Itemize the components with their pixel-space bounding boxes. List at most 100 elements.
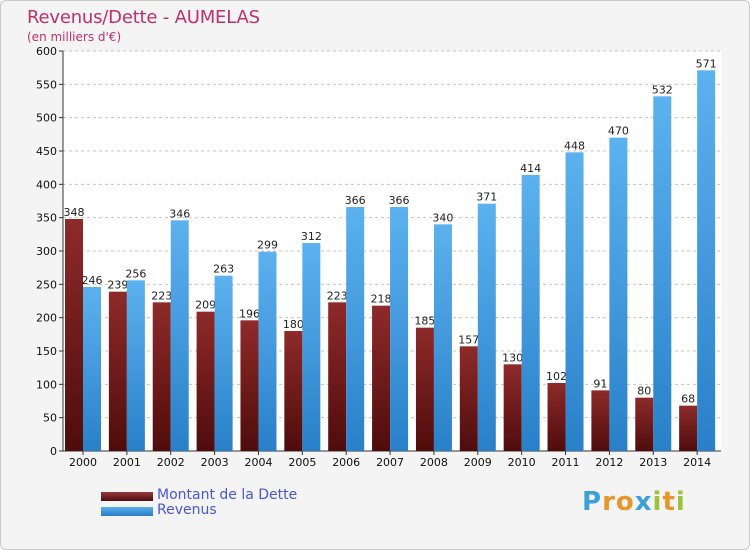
revenus-bar-value-label: 263 xyxy=(213,263,234,276)
legend-swatch-revenus xyxy=(101,507,153,516)
x-tick-label: 2014 xyxy=(683,456,711,469)
dette-bar xyxy=(65,219,83,451)
revenus-bar-value-label: 470 xyxy=(608,125,629,138)
revenus-bar-value-label: 571 xyxy=(696,57,717,70)
y-tick-label: 100 xyxy=(36,378,57,391)
dette-bar-value-label: 223 xyxy=(327,289,348,302)
dette-bar-value-label: 196 xyxy=(239,307,260,320)
revenus-bar xyxy=(83,287,101,451)
revenus-bar-value-label: 246 xyxy=(82,274,103,287)
logo-letter: o xyxy=(615,487,635,517)
dette-bar-value-label: 68 xyxy=(681,393,695,406)
dette-bar xyxy=(415,327,434,451)
revenus-bar xyxy=(170,220,189,451)
revenus-bar-value-label: 346 xyxy=(169,207,190,220)
dette-bar-value-label: 218 xyxy=(371,293,392,306)
x-tick-label: 2007 xyxy=(376,456,404,469)
x-tick-label: 2012 xyxy=(595,456,623,469)
dette-bar-value-label: 91 xyxy=(593,377,607,390)
logo-letter: t xyxy=(662,487,676,517)
revenus-bar-value-label: 299 xyxy=(257,239,278,252)
logo-letter: x xyxy=(634,487,653,517)
revenus-bar-value-label: 312 xyxy=(301,230,322,243)
legend-label-dette: Montant de la Dette xyxy=(157,487,298,503)
y-tick-label: 0 xyxy=(50,445,57,458)
dette-bar xyxy=(152,302,171,451)
x-tick-label: 2004 xyxy=(244,456,272,469)
dette-bar-value-label: 223 xyxy=(151,289,172,302)
dette-bar-value-label: 209 xyxy=(195,299,216,312)
dette-bar xyxy=(108,291,127,451)
revenus-bar xyxy=(609,137,628,451)
y-tick-label: 500 xyxy=(36,112,57,125)
dette-bar-value-label: 185 xyxy=(414,315,435,328)
x-tick-label: 2009 xyxy=(464,456,492,469)
dette-bar xyxy=(284,331,303,451)
y-tick-label: 450 xyxy=(36,145,57,158)
x-tick-label: 2008 xyxy=(420,456,448,469)
x-tick-label: 2003 xyxy=(201,456,229,469)
revenus-bar xyxy=(214,275,233,451)
revenus-bar xyxy=(126,280,145,451)
dette-bar xyxy=(679,405,698,451)
legend-label-revenus: Revenus xyxy=(157,502,217,518)
dette-bar-value-label: 180 xyxy=(283,318,304,331)
dette-bar xyxy=(372,305,391,451)
revenus-bar xyxy=(346,207,365,451)
x-tick-label: 2013 xyxy=(639,456,667,469)
dette-bar xyxy=(240,320,259,451)
x-tick-label: 2006 xyxy=(332,456,360,469)
revenus-bar xyxy=(258,251,277,451)
logo-letter: i xyxy=(652,487,663,517)
revenus-bar-value-label: 532 xyxy=(652,83,673,96)
dette-bar xyxy=(503,364,522,451)
x-tick-label: 2010 xyxy=(508,456,536,469)
x-tick-label: 2005 xyxy=(288,456,316,469)
dette-bar xyxy=(635,397,654,451)
x-tick-label: 2000 xyxy=(69,456,97,469)
logo-letter: i xyxy=(675,487,686,517)
legend-swatch-dette xyxy=(101,492,153,501)
dette-bar-value-label: 157 xyxy=(458,333,479,346)
dette-bar xyxy=(196,311,215,451)
revenus-bar-value-label: 371 xyxy=(476,191,497,204)
y-tick-label: 550 xyxy=(36,78,57,91)
revenus-bar-value-label: 366 xyxy=(345,194,366,207)
dette-bar-value-label: 130 xyxy=(502,351,523,364)
revenus-bar xyxy=(521,175,540,451)
dette-bar xyxy=(459,346,478,451)
revenus-bar xyxy=(477,203,496,451)
dette-bar xyxy=(591,390,610,451)
y-tick-label: 300 xyxy=(36,245,57,258)
dette-bar-value-label: 80 xyxy=(637,385,651,398)
y-tick-label: 400 xyxy=(36,178,57,191)
revenus-bar xyxy=(697,70,716,451)
chart-subtitle: (en milliers d'€) xyxy=(27,30,122,44)
dette-bar xyxy=(328,302,347,451)
y-tick-label: 600 xyxy=(36,45,57,58)
dette-bar-value-label: 239 xyxy=(107,279,128,292)
logo-letter: r xyxy=(602,487,616,517)
y-tick-label: 50 xyxy=(43,412,57,425)
logo-letter: P xyxy=(582,487,603,517)
x-tick-label: 2002 xyxy=(157,456,185,469)
y-tick-label: 200 xyxy=(36,312,57,325)
revenus-bar-value-label: 448 xyxy=(564,139,585,152)
revenus-bar xyxy=(302,243,321,451)
y-tick-label: 150 xyxy=(36,345,57,358)
revenus-bar-value-label: 414 xyxy=(520,162,541,175)
dette-bar-value-label: 102 xyxy=(546,370,567,383)
revenus-bar xyxy=(653,96,672,451)
x-tick-label: 2011 xyxy=(552,456,580,469)
dette-bar-value-label: 348 xyxy=(64,206,85,219)
revenus-bar xyxy=(565,152,584,452)
revenus-bar-value-label: 340 xyxy=(432,211,453,224)
revenus-bar xyxy=(390,207,409,451)
y-tick-label: 250 xyxy=(36,278,57,291)
revenus-bar xyxy=(433,224,452,451)
x-tick-label: 2001 xyxy=(113,456,141,469)
revenus-bar-value-label: 256 xyxy=(125,267,146,280)
chart-title: Revenus/Dette - AUMELAS xyxy=(27,7,260,28)
